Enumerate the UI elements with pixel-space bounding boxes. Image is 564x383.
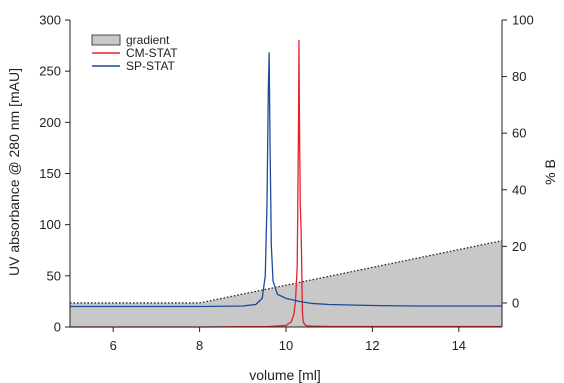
y-tick-label: 300: [39, 13, 61, 28]
y-axis-title: UV absorbance @ 280 nm [mAU]: [6, 68, 22, 276]
x-tick-label: 12: [365, 338, 379, 353]
legend-cm-stat-label: CM-STAT: [126, 46, 178, 60]
y-tick-label: 50: [47, 268, 61, 283]
series-sp-stat-line: [70, 52, 502, 308]
y-tick-label: 0: [54, 320, 61, 335]
y2-axis-title: % B: [542, 159, 558, 185]
x-axis-title: volume [ml]: [249, 367, 321, 383]
x-tick-label: 14: [452, 338, 466, 353]
legend-gradient-swatch: [91, 34, 121, 46]
plot-area: [70, 39, 503, 328]
y2-tick-label: 80: [512, 69, 526, 84]
legend-sp-stat-label: SP-STAT: [126, 59, 176, 73]
y2-tick-label: 0: [512, 295, 519, 310]
y2-tick-label: 20: [512, 239, 526, 254]
legend-gradient-label: gradient: [126, 33, 170, 47]
y-tick-label: 100: [39, 217, 61, 232]
y-tick-label: 150: [39, 166, 61, 181]
y-tick-label: 200: [39, 115, 61, 130]
x-tick-label: 6: [110, 338, 117, 353]
y2-tick-label: 100: [512, 13, 534, 28]
axes: 6 8 10 12 14 0 50 100 150 200 250 300 0 20 40 60 80 100: [39, 13, 533, 354]
x-tick-label: 8: [196, 338, 203, 353]
y2-tick-label: 40: [512, 182, 526, 197]
y-tick-label: 250: [39, 64, 61, 79]
series-gradient-edge: [70, 240, 503, 304]
x-tick-label: 10: [279, 338, 293, 353]
y2-tick-label: 60: [512, 126, 526, 141]
